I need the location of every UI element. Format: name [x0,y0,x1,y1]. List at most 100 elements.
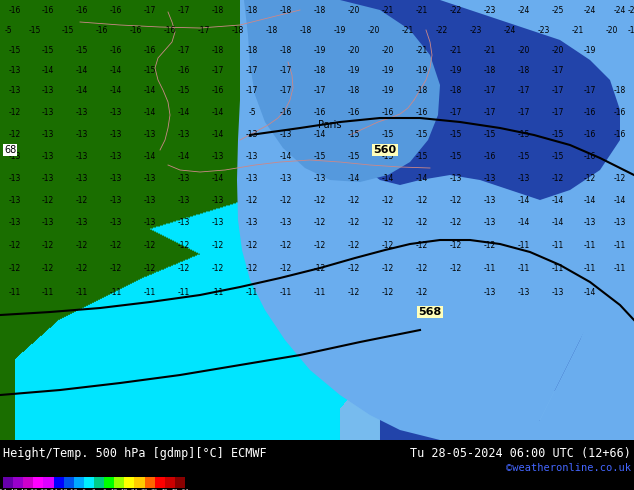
Text: -17: -17 [314,85,326,95]
Text: -12: -12 [450,196,462,204]
Text: -13: -13 [280,173,292,182]
Bar [63,477,74,488]
Text: -13: -13 [246,129,258,139]
Text: 0: 0 [92,489,96,490]
Text: -5: -5 [248,107,256,117]
Text: -18: -18 [280,46,292,54]
Text: -12: -12 [314,218,326,226]
Text: -13: -13 [9,173,21,182]
Text: -16: -16 [314,107,326,117]
Text: -15: -15 [348,129,360,139]
Text: -21: -21 [484,46,496,54]
Text: -15: -15 [416,129,428,139]
Text: 42: 42 [161,489,169,490]
Text: -18: -18 [280,5,292,15]
Text: -14: -14 [552,196,564,204]
Text: -21: -21 [416,46,428,54]
Text: -24: -24 [614,5,626,15]
Text: -25: -25 [552,5,564,15]
Bar [23,477,34,488]
Text: -12: -12 [178,264,190,272]
Text: -13: -13 [484,288,496,296]
Text: -16: -16 [178,66,190,74]
Text: -12: -12 [450,218,462,226]
Text: -30: -30 [39,489,48,490]
Text: -13: -13 [144,218,156,226]
Text: -15: -15 [552,129,564,139]
Text: -21: -21 [416,5,428,15]
Text: -13: -13 [212,196,224,204]
Text: -17: -17 [280,66,292,74]
Text: -14: -14 [518,196,530,204]
Text: -12: -12 [246,264,258,272]
Text: 54: 54 [181,489,189,490]
Text: -15: -15 [9,46,21,54]
Text: -12: -12 [382,196,394,204]
Text: -17: -17 [246,85,258,95]
Text: -14: -14 [212,107,224,117]
Text: -12: -12 [382,241,394,249]
Text: -12: -12 [416,288,428,296]
Text: -5: -5 [4,25,12,34]
Text: -11: -11 [584,241,596,249]
Text: -23: -23 [538,25,550,34]
Text: -24: -24 [518,5,530,15]
Text: -14: -14 [382,173,394,182]
Text: -19: -19 [334,25,346,34]
Text: -13: -13 [110,218,122,226]
Text: 48: 48 [171,489,179,490]
Text: -19: -19 [382,66,394,74]
Text: -11: -11 [552,264,564,272]
Text: -17: -17 [198,25,210,34]
Text: -12: -12 [450,264,462,272]
Text: -18: -18 [232,25,244,34]
Text: -18: -18 [246,46,258,54]
Text: -16: -16 [614,129,626,139]
Text: -12: -12 [314,264,326,272]
Text: -12: -12 [348,264,360,272]
Text: -13: -13 [110,129,122,139]
Text: -12: -12 [144,241,156,249]
Polygon shape [240,0,440,182]
Text: -11: -11 [314,288,326,296]
Text: -11: -11 [178,288,190,296]
Text: -15: -15 [450,129,462,139]
Text: -18: -18 [484,66,496,74]
Text: -19: -19 [382,85,394,95]
Text: -16: -16 [584,107,596,117]
Text: -15: -15 [382,129,394,139]
Text: -11: -11 [614,241,626,249]
Text: -13: -13 [178,173,190,182]
Text: -20: -20 [606,25,618,34]
Text: -12: -12 [212,241,224,249]
Text: -12: -12 [246,241,258,249]
Bar [134,477,145,488]
Text: -16: -16 [110,46,122,54]
Text: -11: -11 [110,288,122,296]
Text: -13: -13 [76,218,88,226]
Text: -18: -18 [212,5,224,15]
Text: -13: -13 [110,196,122,204]
Text: -20: -20 [348,46,360,54]
Text: 560: 560 [373,145,396,155]
Text: -13: -13 [584,218,596,226]
Text: -15: -15 [518,151,530,161]
Text: -12: -12 [348,218,360,226]
Text: -12: -12 [212,264,224,272]
Text: -18: -18 [450,85,462,95]
Text: -19: -19 [314,46,326,54]
Bar [114,477,124,488]
Text: -17: -17 [552,66,564,74]
Text: -12: -12 [348,288,360,296]
Text: -12: -12 [614,173,626,182]
Text: -16: -16 [348,107,360,117]
Bar [124,477,134,488]
Text: -15: -15 [178,85,190,95]
Text: -54: -54 [0,489,8,490]
Text: -12: -12 [416,241,428,249]
Text: -15: -15 [61,25,74,34]
Text: -14: -14 [348,173,360,182]
Text: 568: 568 [418,307,442,317]
Text: -17: -17 [552,107,564,117]
Text: -19: -19 [584,46,596,54]
